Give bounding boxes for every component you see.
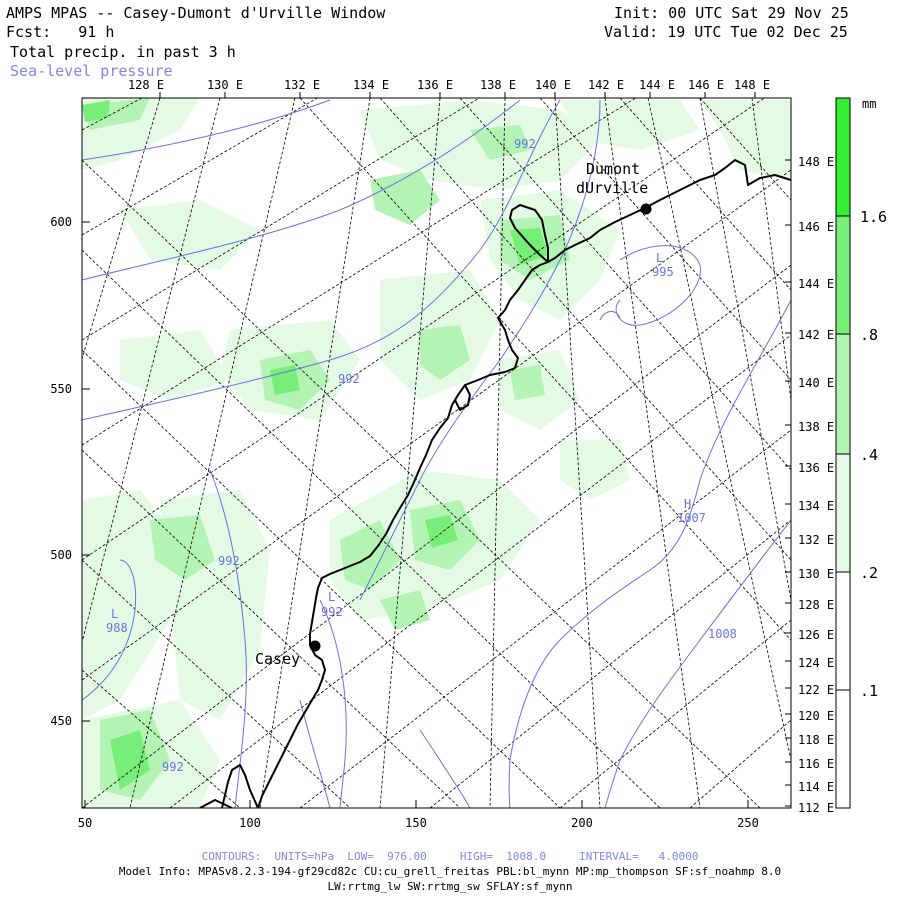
low-center: L bbox=[111, 607, 118, 621]
contour-label: 992 bbox=[162, 760, 184, 774]
x-axis-label: 150 bbox=[405, 816, 427, 830]
top-axis-label: 134 E bbox=[353, 78, 389, 92]
top-axis-label: 136 E bbox=[417, 78, 453, 92]
top-axis-label: 140 E bbox=[535, 78, 571, 92]
top-axis-label: 128 E bbox=[128, 78, 164, 92]
y-axis-label: 550 bbox=[50, 382, 72, 396]
y-axis-label: 500 bbox=[50, 548, 72, 562]
contour-label: 995 bbox=[652, 265, 674, 279]
right-axis-label: 126 E bbox=[798, 628, 834, 642]
right-axis-label: 114 E bbox=[798, 780, 834, 794]
init-time: Init: 00 UTC Sat 29 Nov 25 bbox=[614, 4, 849, 22]
right-axis-label: 124 E bbox=[798, 656, 834, 670]
contour-labels: 992 992 992 992 995 1007 1008 988 L L L … bbox=[106, 137, 737, 774]
right-axis-label: 146 E bbox=[798, 220, 834, 234]
contour-label: 992 bbox=[514, 137, 536, 151]
top-axis-label: 138 E bbox=[480, 78, 516, 92]
top-axis-label: 132 E bbox=[284, 78, 320, 92]
top-axis-label: 148 E bbox=[734, 78, 770, 92]
station-label-dumont: dUrville bbox=[576, 179, 648, 197]
plot-area: 992 992 992 992 995 1007 1008 988 L L L … bbox=[82, 98, 791, 808]
colorbar-label: .4 bbox=[860, 446, 878, 464]
forecast-hour: Fcst: 91 h bbox=[6, 23, 115, 41]
station-dot-casey bbox=[309, 640, 321, 652]
right-axis-label: 144 E bbox=[798, 277, 834, 291]
model-info: Model Info: MPASv8.2.3-194-gf29cd82c CU:… bbox=[118, 865, 782, 878]
right-axis-label: 116 E bbox=[798, 757, 834, 771]
low-center: L bbox=[656, 251, 663, 265]
field-label-precip: Total precip. in past 3 h bbox=[10, 43, 236, 61]
stations: Dumont dUrville Casey bbox=[255, 160, 652, 668]
station-dot-dumont bbox=[640, 203, 652, 215]
right-axis-label: 132 E bbox=[798, 533, 834, 547]
x-axis-label: 200 bbox=[571, 816, 593, 830]
colorbar-label: 1.6 bbox=[860, 208, 887, 226]
colorbar: mm 1.6 .8 .4 .2 .1 bbox=[835, 97, 887, 809]
contour-label: 1008 bbox=[708, 627, 737, 641]
colorbar-unit: mm bbox=[862, 97, 876, 111]
x-axis-labels: 50 100 150 200 250 bbox=[78, 816, 759, 830]
xy-axis-ticks bbox=[82, 221, 749, 808]
right-axis-label: 148 E bbox=[798, 155, 834, 169]
colorbar-label: .1 bbox=[860, 682, 878, 700]
right-axis-ticks bbox=[785, 159, 791, 807]
right-axis-labels: 148 E 146 E 144 E 142 E 140 E 138 E 136 … bbox=[798, 155, 834, 815]
valid-time: Valid: 19 UTC Tue 02 Dec 25 bbox=[604, 23, 848, 41]
plot-frame bbox=[81, 97, 792, 809]
right-axis-label: 130 E bbox=[798, 567, 834, 581]
top-axis-label: 142 E bbox=[588, 78, 624, 92]
x-axis-label: 50 bbox=[78, 816, 92, 830]
top-axis-label: 144 E bbox=[639, 78, 675, 92]
contour-label: 992 bbox=[321, 605, 343, 619]
x-axis-label: 100 bbox=[239, 816, 261, 830]
precip-shading bbox=[82, 98, 791, 808]
station-label-casey: Casey bbox=[255, 650, 300, 668]
right-axis-label: 140 E bbox=[798, 376, 834, 390]
contours-info: CONTOURS: UNITS=hPa LOW= 976.00 HIGH= 10… bbox=[201, 850, 699, 863]
right-axis-label: 134 E bbox=[798, 499, 834, 513]
right-axis-label: 122 E bbox=[798, 683, 834, 697]
field-label-slp: Sea-level pressure bbox=[10, 62, 173, 80]
y-axis-labels: 600 550 500 450 bbox=[50, 215, 72, 728]
y-axis-label: 450 bbox=[50, 714, 72, 728]
right-axis-label: 138 E bbox=[798, 420, 834, 434]
top-axis-labels: 128 E 130 E 132 E 134 E 136 E 138 E 140 … bbox=[128, 78, 770, 92]
contour-label: 992 bbox=[218, 554, 240, 568]
low-center: L bbox=[328, 590, 335, 604]
slp-contours bbox=[82, 99, 791, 808]
colorbar-label: .2 bbox=[860, 564, 878, 582]
contour-label: 1007 bbox=[677, 511, 706, 525]
x-axis-label: 250 bbox=[737, 816, 759, 830]
right-axis-label: 142 E bbox=[798, 328, 834, 342]
map-title: AMPS MPAS -- Casey-Dumont d'Urville Wind… bbox=[6, 4, 386, 22]
top-axis-label: 146 E bbox=[688, 78, 724, 92]
contour-label: 992 bbox=[338, 372, 360, 386]
graticule bbox=[82, 98, 791, 808]
station-label-dumont: Dumont bbox=[586, 160, 640, 178]
right-axis-label: 120 E bbox=[798, 709, 834, 723]
right-axis-label: 118 E bbox=[798, 733, 834, 747]
right-axis-label: 136 E bbox=[798, 461, 834, 475]
model-info-2: LW:rrtmg_lw SW:rrtmg_sw SFLAY:sf_mynn bbox=[327, 880, 573, 893]
top-axis-ticks bbox=[159, 92, 756, 98]
right-axis-label: 128 E bbox=[798, 598, 834, 612]
colorbar-label: .8 bbox=[860, 326, 878, 344]
top-axis-label: 130 E bbox=[207, 78, 243, 92]
right-axis-label: 112 E bbox=[798, 801, 834, 815]
y-axis-label: 600 bbox=[50, 215, 72, 229]
high-center: H bbox=[684, 497, 691, 511]
contour-label: 988 bbox=[106, 621, 128, 635]
